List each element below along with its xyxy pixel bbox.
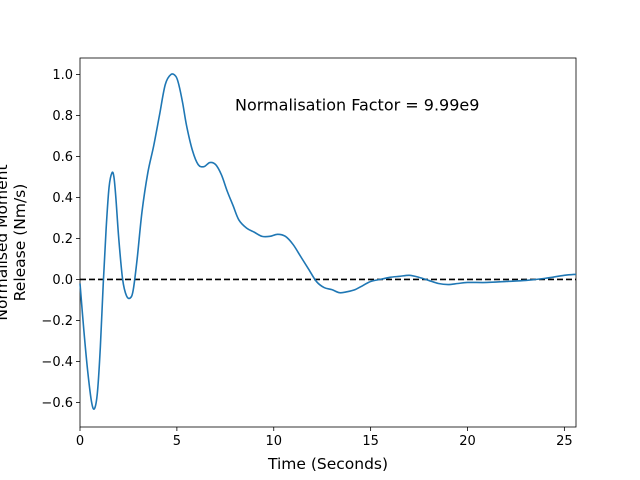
- y-tick-label: 1.0: [52, 68, 73, 83]
- x-tick-label: 20: [459, 434, 476, 449]
- y-tick-label: 0.4: [52, 191, 73, 206]
- y-axis-ticks: −0.6 −0.4 −0.2 0.0 0.2 0.4 0.6 0.8 1.0: [41, 68, 80, 411]
- normalisation-annotation: Normalisation Factor = 9.99e9: [235, 95, 479, 114]
- plot-area: [79, 57, 577, 428]
- x-tick-label: 10: [265, 434, 282, 449]
- y-tick-label: −0.2: [41, 314, 73, 329]
- y-tick-label: 0.8: [52, 109, 73, 124]
- plot-frame: [79, 57, 577, 428]
- x-axis-ticks: 0 5 10 15 20 25: [76, 427, 573, 449]
- series-line: [79, 73, 577, 410]
- y-axis-label-line-1: Normalised Moment: [0, 164, 11, 320]
- y-axis-label-line-2: Release (Nm/s): [11, 184, 29, 302]
- x-axis-label: Time (Seconds): [267, 455, 388, 473]
- x-tick-label: 25: [556, 434, 573, 449]
- y-axis-label: Normalised Moment Release (Nm/s): [0, 164, 29, 320]
- y-tick-label: −0.6: [41, 396, 73, 411]
- y-tick-label: 0.6: [52, 150, 73, 165]
- y-tick-label: 0.2: [52, 232, 73, 247]
- y-tick-label: −0.4: [41, 355, 73, 370]
- y-tick-label: 0.0: [52, 273, 73, 288]
- x-tick-label: 0: [76, 434, 84, 449]
- x-tick-label: 5: [173, 434, 181, 449]
- x-tick-label: 15: [362, 434, 379, 449]
